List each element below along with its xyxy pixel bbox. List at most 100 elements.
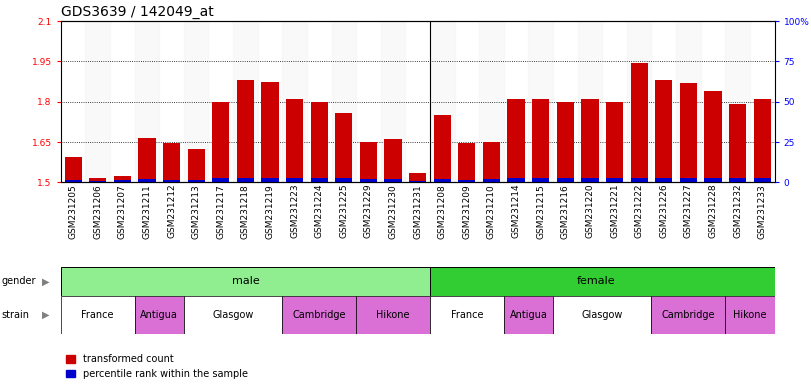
- Bar: [286, 178, 303, 182]
- Bar: [61, 296, 135, 334]
- Bar: [163, 180, 180, 182]
- Bar: [409, 173, 427, 182]
- Bar: [532, 99, 549, 182]
- Bar: [212, 102, 230, 182]
- Text: gender: gender: [2, 276, 36, 286]
- Bar: [332, 21, 356, 182]
- Text: strain: strain: [2, 310, 30, 320]
- Bar: [504, 296, 553, 334]
- Bar: [479, 21, 504, 182]
- Bar: [753, 99, 770, 182]
- Text: Glasgow: Glasgow: [581, 310, 623, 320]
- Bar: [233, 21, 258, 182]
- Bar: [606, 178, 623, 182]
- Bar: [311, 178, 328, 182]
- Bar: [261, 178, 279, 182]
- Bar: [360, 142, 377, 182]
- Bar: [282, 296, 356, 334]
- Bar: [581, 178, 599, 182]
- Text: France: France: [81, 310, 114, 320]
- Bar: [237, 80, 254, 182]
- Text: female: female: [577, 276, 616, 286]
- Bar: [430, 267, 775, 296]
- Text: Cambridge: Cambridge: [293, 310, 346, 320]
- Text: Hikone: Hikone: [733, 310, 766, 320]
- Bar: [89, 181, 106, 182]
- Bar: [680, 83, 697, 182]
- Bar: [529, 21, 553, 182]
- Bar: [508, 99, 525, 182]
- Text: Antigua: Antigua: [140, 310, 178, 320]
- Bar: [725, 21, 750, 182]
- Bar: [630, 63, 648, 182]
- Text: Cambridge: Cambridge: [662, 310, 715, 320]
- Bar: [729, 104, 746, 182]
- Bar: [577, 21, 603, 182]
- Bar: [311, 102, 328, 182]
- Bar: [335, 113, 353, 182]
- Bar: [335, 178, 353, 182]
- Bar: [532, 178, 549, 182]
- Bar: [627, 21, 651, 182]
- Bar: [282, 21, 307, 182]
- Bar: [65, 157, 82, 182]
- Bar: [380, 21, 406, 182]
- Bar: [458, 180, 475, 182]
- Bar: [85, 21, 110, 182]
- Bar: [508, 178, 525, 182]
- Bar: [430, 21, 455, 182]
- Bar: [553, 296, 651, 334]
- Bar: [184, 21, 208, 182]
- Bar: [384, 139, 401, 182]
- Bar: [753, 178, 770, 182]
- Bar: [430, 296, 504, 334]
- Bar: [384, 179, 401, 182]
- Bar: [729, 178, 746, 182]
- Bar: [409, 181, 427, 182]
- Text: Hikone: Hikone: [376, 310, 410, 320]
- Bar: [458, 143, 475, 182]
- Bar: [655, 178, 672, 182]
- Bar: [581, 99, 599, 182]
- Bar: [356, 296, 430, 334]
- Bar: [556, 102, 574, 182]
- Bar: [556, 178, 574, 182]
- Text: France: France: [451, 310, 483, 320]
- Bar: [89, 178, 106, 182]
- Bar: [655, 80, 672, 182]
- Bar: [139, 138, 156, 182]
- Bar: [187, 180, 205, 182]
- Bar: [187, 149, 205, 182]
- Bar: [114, 176, 131, 182]
- Bar: [434, 179, 451, 182]
- Text: Antigua: Antigua: [509, 310, 547, 320]
- Bar: [135, 296, 184, 334]
- Bar: [606, 102, 623, 182]
- Bar: [630, 178, 648, 182]
- Text: male: male: [231, 276, 260, 286]
- Bar: [705, 178, 722, 182]
- Bar: [434, 115, 451, 182]
- Bar: [360, 179, 377, 182]
- Bar: [705, 91, 722, 182]
- Bar: [725, 296, 775, 334]
- Bar: [676, 21, 701, 182]
- Bar: [114, 180, 131, 182]
- Text: ▶: ▶: [42, 276, 49, 286]
- Bar: [212, 178, 230, 182]
- Bar: [163, 143, 180, 182]
- Bar: [184, 296, 282, 334]
- Bar: [61, 267, 430, 296]
- Text: ▶: ▶: [42, 310, 49, 320]
- Bar: [135, 21, 159, 182]
- Text: GDS3639 / 142049_at: GDS3639 / 142049_at: [61, 5, 213, 19]
- Bar: [65, 180, 82, 182]
- Bar: [483, 179, 500, 182]
- Legend: transformed count, percentile rank within the sample: transformed count, percentile rank withi…: [66, 354, 248, 379]
- Bar: [483, 142, 500, 182]
- Bar: [286, 99, 303, 182]
- Bar: [261, 82, 279, 182]
- Text: Glasgow: Glasgow: [212, 310, 254, 320]
- Bar: [237, 178, 254, 182]
- Bar: [139, 179, 156, 182]
